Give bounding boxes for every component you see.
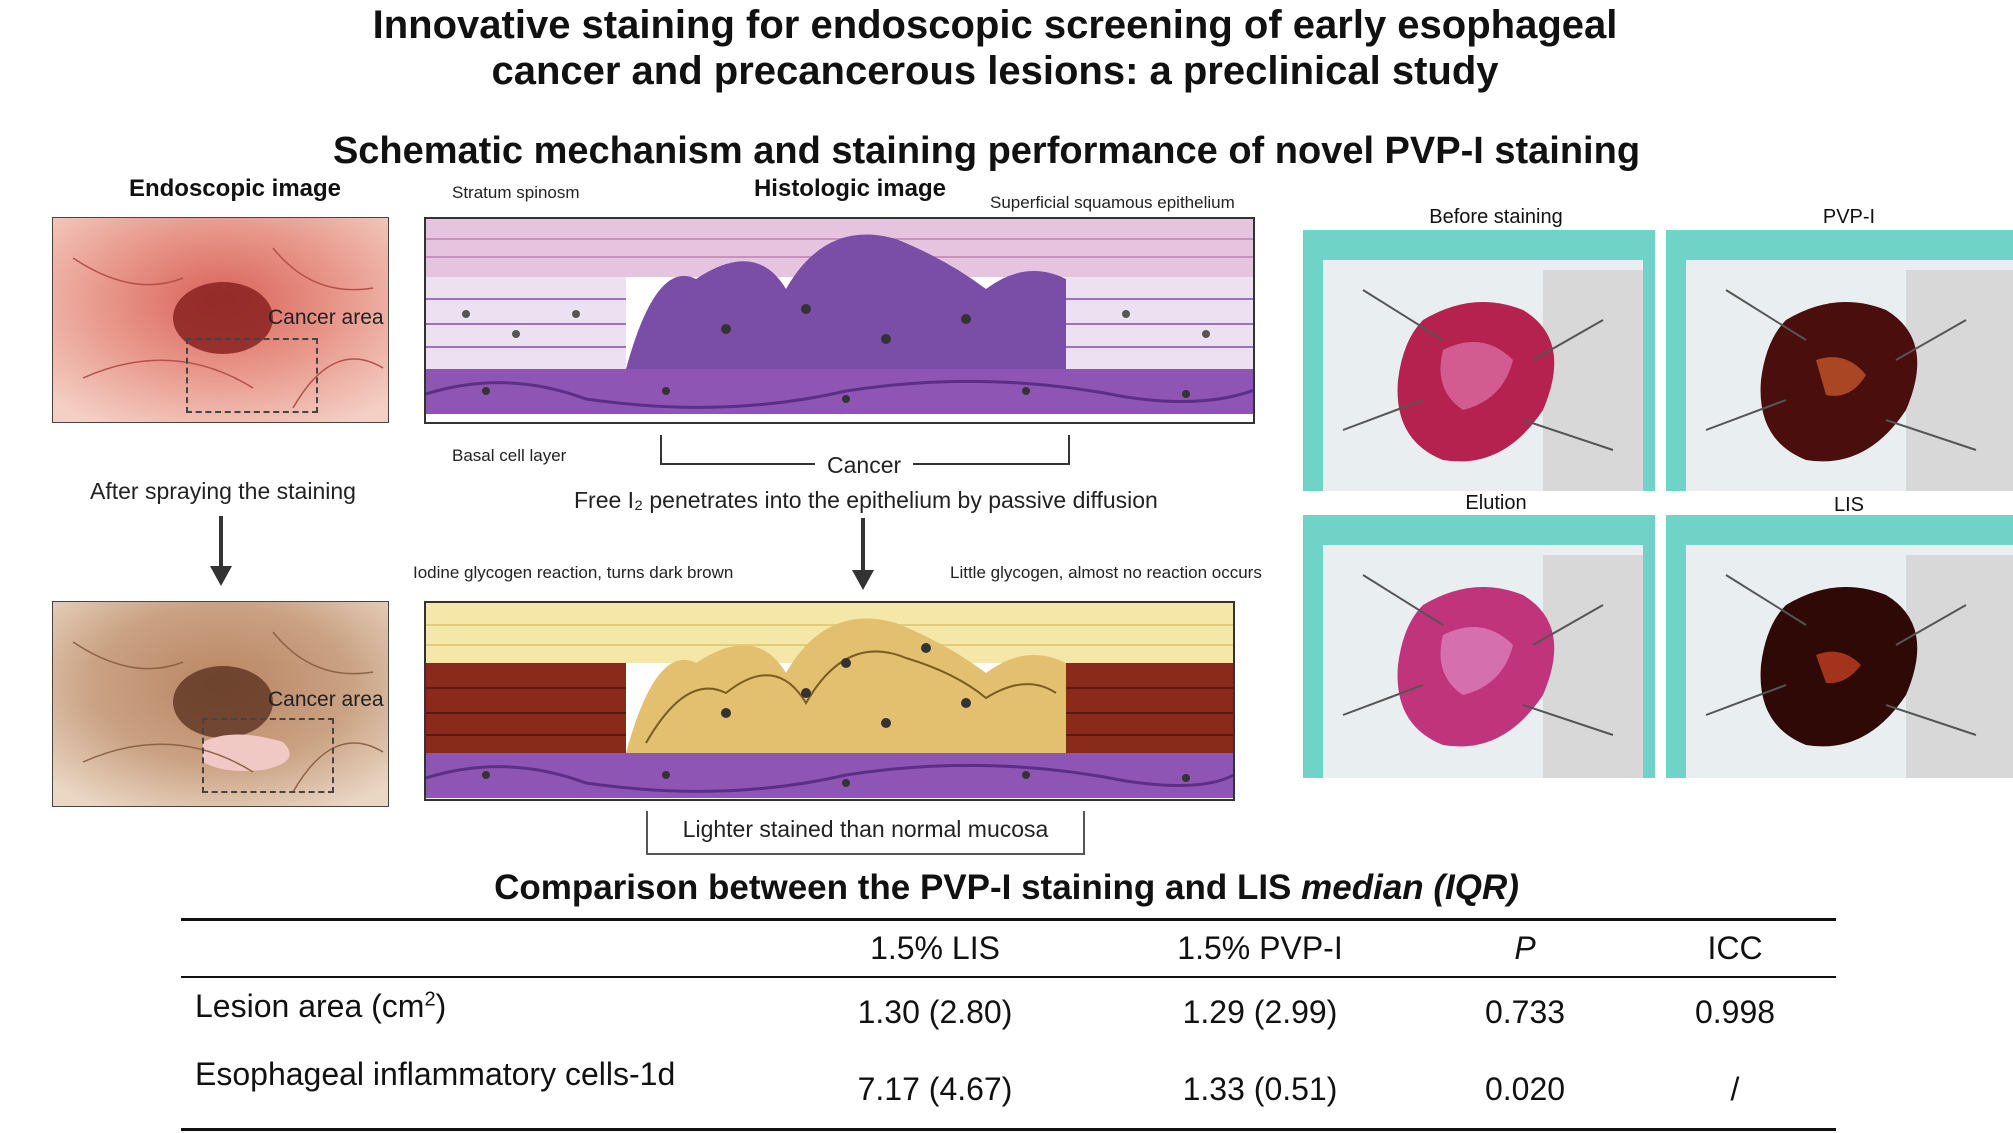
row-lesion-area-label-text: Lesion area (cm xyxy=(195,988,425,1024)
cancer-area-box-after xyxy=(202,718,334,793)
row-lesion-area-p: 0.733 xyxy=(1484,994,1566,1030)
row-inflammatory-pvpi: 1.33 (0.51) xyxy=(1182,1071,1338,1107)
after-spraying-label: After spraying the staining xyxy=(90,478,356,504)
row-inflammatory-lis: 7.17 (4.67) xyxy=(857,1071,1013,1107)
photo-elution-graphic xyxy=(1303,515,1655,778)
row-lesion-area-label: Lesion area (cm2) xyxy=(195,988,446,1025)
superficial-epithelium-label: Superficial squamous epithelium xyxy=(990,193,1235,212)
table-title: Comparison between the PVP-I staining an… xyxy=(0,868,2013,908)
lighter-stained-label: Lighter stained than normal mucosa xyxy=(682,816,1049,842)
down-arrow-head-center xyxy=(852,570,874,590)
cancer-area-label-after: Cancer area xyxy=(268,688,384,711)
elution-label: Elution xyxy=(1465,492,1527,514)
stratum-spinosm-label: Stratum spinosm xyxy=(452,183,580,202)
row-lesion-area-icc: 0.998 xyxy=(1694,994,1776,1030)
endoscopic-image-before xyxy=(52,217,389,423)
figure-subtitle: Schematic mechanism and staining perform… xyxy=(332,130,1641,172)
down-arrow-shaft-left xyxy=(219,516,223,568)
photo-lis-graphic xyxy=(1666,515,2013,778)
histologic-image-before-graphic xyxy=(426,219,1253,422)
cancer-area-label-before: Cancer area xyxy=(268,306,384,329)
row-lesion-area-pvpi: 1.29 (2.99) xyxy=(1182,994,1338,1030)
lighter-stained-box xyxy=(646,811,1085,855)
down-arrow-shaft-center xyxy=(861,518,865,570)
down-arrow-head-left xyxy=(210,566,232,586)
table-title-italic: median (IQR) xyxy=(1301,868,1519,907)
photo-before-staining xyxy=(1303,230,1655,491)
header-lis: 1.5% LIS xyxy=(870,930,1000,966)
photo-lis xyxy=(1666,515,2013,778)
table-top-rule xyxy=(181,918,1836,921)
table-bottom-rule xyxy=(181,1128,1836,1131)
row-inflammatory-label: Esophageal inflammatory cells-1d xyxy=(195,1056,676,1092)
cancer-label: Cancer xyxy=(815,452,914,479)
row-inflammatory-icc: / xyxy=(1730,1071,1740,1107)
row-lesion-area-lis: 1.30 (2.80) xyxy=(857,994,1013,1030)
photo-before-staining-graphic xyxy=(1303,230,1655,491)
photo-pvpi-graphic xyxy=(1666,230,2013,491)
table-header-rule xyxy=(181,976,1836,978)
endoscopic-image-label: Endoscopic image xyxy=(128,175,342,202)
histologic-image-label: Histologic image xyxy=(753,175,947,202)
row-inflammatory-p: 0.020 xyxy=(1484,1071,1566,1107)
table-title-main: Comparison between the PVP-I staining an… xyxy=(494,868,1302,907)
histologic-image-after-graphic xyxy=(426,603,1233,799)
free-i2-diffusion-label: Free I₂ penetrates into the epithelium b… xyxy=(574,487,1158,513)
cancer-area-box-before xyxy=(186,338,318,413)
header-icc: ICC xyxy=(1707,930,1763,966)
lis-photo-label: LIS xyxy=(1833,494,1865,516)
histologic-image-after xyxy=(424,601,1235,801)
header-p: P xyxy=(1514,930,1536,966)
header-pvpi: 1.5% PVP-I xyxy=(1177,930,1343,966)
little-glycogen-label: Little glycogen, almost no reaction occu… xyxy=(950,563,1262,582)
paper-title-line-2: cancer and precancerous lesions: a precl… xyxy=(491,49,1499,93)
paper-title-line-1: Innovative staining for endoscopic scree… xyxy=(372,3,1618,47)
endoscopic-image-before-graphic xyxy=(53,218,388,422)
basal-cell-layer-label: Basal cell layer xyxy=(452,446,567,465)
photo-elution xyxy=(1303,515,1655,778)
iodine-reaction-label: Iodine glycogen reaction, turns dark bro… xyxy=(413,563,734,582)
photo-pvpi xyxy=(1666,230,2013,491)
row-lesion-area-label-close: ) xyxy=(435,988,447,1024)
histologic-image-before xyxy=(424,217,1255,424)
pvpi-photo-label: PVP-I xyxy=(1822,206,1876,228)
row-lesion-area-label-sup: 2 xyxy=(424,988,436,1011)
before-staining-label: Before staining xyxy=(1429,206,1563,228)
